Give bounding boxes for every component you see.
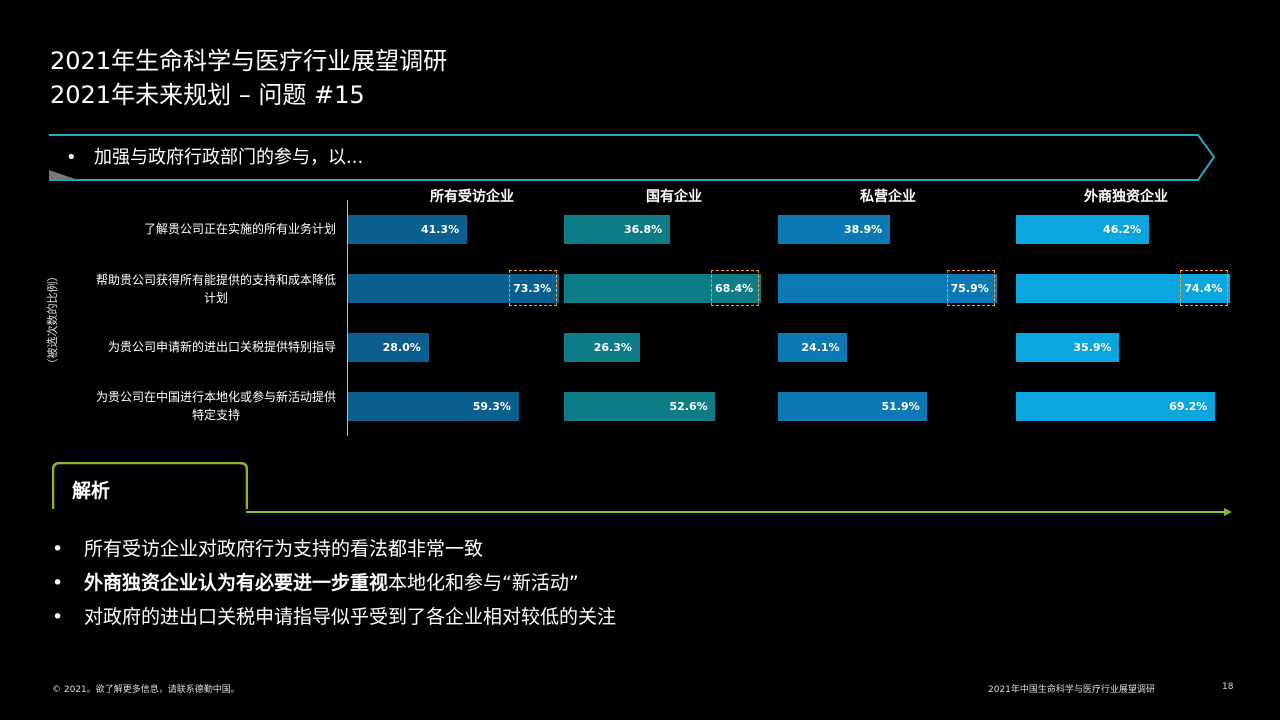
highlight-box-1	[710, 270, 759, 306]
bar-label-0-0: 41.3%	[420, 223, 460, 236]
bar-1-2	[564, 333, 640, 362]
bar-1-1	[564, 274, 761, 303]
bar-label-1-2: 26.3%	[593, 341, 632, 354]
question-banner	[49, 134, 1216, 181]
bullet-icon: •	[52, 538, 64, 560]
analysis-point-2: • 对政府的进出口关税申请指导似乎受到了各企业相对较低的关注	[52, 600, 616, 634]
analysis-point-text: 所有受访企业对政府行为支持的看法都非常一致	[84, 538, 484, 560]
analysis-point-emphasis: 外商独资企业认为有必要进一步重视	[84, 572, 389, 594]
highlight-box-0	[509, 270, 558, 306]
bar-2-1	[778, 274, 997, 303]
analysis-divider	[246, 508, 1232, 516]
bullet-icon: •	[66, 147, 77, 168]
analysis-point-text: 本地化和参与“新活动”	[388, 572, 579, 594]
analysis-heading: 解析	[72, 480, 111, 502]
category-label-3: 为贵公司在中国进行本地化或参与新活动提供 特定支持	[95, 390, 336, 422]
analysis-points: • 所有受访企业对政府行为支持的看法都非常一致 • 外商独资企业认为有必要进一步重视本…	[52, 532, 616, 634]
bullet-icon: •	[52, 606, 64, 628]
bar-label-2-0: 38.9%	[844, 223, 883, 236]
footer-report-name: 2021年中国生命科学与医疗行业展望调研	[988, 685, 1155, 695]
highlight-box-2	[946, 270, 995, 306]
bar-1-0	[564, 215, 670, 244]
bar-2-2	[778, 333, 848, 362]
bar-3-3	[1016, 392, 1216, 421]
series-header-0: 所有受访企业	[430, 189, 514, 205]
bar-label-3-3: 69.2%	[1169, 400, 1208, 413]
highlight-box-3	[1180, 270, 1229, 306]
analysis-point-text: 对政府的进出口关税申请指导似乎受到了各企业相对较低的关注	[84, 606, 617, 628]
bar-0-1	[348, 274, 560, 303]
bar-3-0	[1016, 215, 1150, 244]
title-line-1: 2021年生命科学与医疗行业展望调研	[50, 47, 448, 75]
bullet-icon: •	[52, 572, 64, 594]
bar-3-2	[1016, 333, 1120, 362]
bar-2-0	[778, 215, 891, 244]
bar-0-2	[348, 333, 429, 362]
bar-label-0-1: 73.3%	[513, 282, 552, 295]
series-header-3: 外商独资企业	[1084, 189, 1168, 205]
analysis-point-1: • 外商独资企业认为有必要进一步重视本地化和参与“新活动”	[52, 566, 616, 600]
bar-label-2-2: 24.1%	[801, 341, 840, 354]
bar-0-0	[348, 215, 467, 244]
bar-2-3	[778, 392, 928, 421]
bar-label-2-1: 75.9%	[950, 282, 989, 295]
bar-label-0-2: 28.0%	[382, 341, 421, 354]
category-label-1: 帮助贵公司获得所有能提供的支持和成本降低 计划	[95, 273, 336, 305]
bar-label-3-0: 46.2%	[1103, 223, 1142, 236]
bar-label-3-2: 35.9%	[1073, 341, 1112, 354]
bar-chart: （被选次数的比例） 所有受访企业 41.3% 73.3% 28.0% 59.3% 国有企业…	[46, 189, 1231, 436]
series-header-2: 私营企业	[860, 189, 916, 205]
bar-label-1-3: 52.6%	[669, 400, 708, 413]
series-header-1: 国有企业	[646, 189, 702, 205]
title-line-2: 2021年未来规划 – 问题 #15	[50, 81, 365, 109]
question-text: • 加强与政府行政部门的参与，以...	[66, 144, 363, 172]
bar-label-1-1: 68.4%	[714, 282, 754, 295]
y-axis-label: （被选次数的比例）	[46, 270, 59, 370]
banner-label: 加强与政府行政部门的参与，以...	[94, 147, 364, 168]
bar-3-1	[1016, 274, 1231, 303]
analysis-tab	[52, 462, 248, 509]
category-label-2: 为贵公司申请新的进出口关税提供特别指导	[107, 340, 336, 354]
page-number: 18	[1222, 682, 1234, 692]
bar-label-0-3: 59.3%	[472, 400, 511, 413]
footer-copyright: © 2021。欲了解更多信息，请联系德勤中国。	[52, 685, 240, 695]
analysis-point-0: • 所有受访企业对政府行为支持的看法都非常一致	[52, 532, 616, 566]
bar-label-2-3: 51.9%	[881, 400, 920, 413]
bar-1-3	[564, 392, 716, 421]
bar-0-3	[348, 392, 519, 421]
page-title: 2021年生命科学与医疗行业展望调研 2021年未来规划 – 问题 #15	[50, 44, 447, 112]
category-axis	[347, 200, 348, 436]
bar-label-1-0: 36.8%	[623, 223, 663, 236]
bar-label-3-1: 74.4%	[1184, 282, 1223, 295]
category-label-0: 了解贵公司正在实施的所有业务计划	[143, 222, 336, 236]
